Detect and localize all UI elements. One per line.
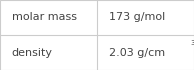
Text: 2.03 g/cm: 2.03 g/cm [109, 48, 165, 57]
Text: 173 g/mol: 173 g/mol [109, 13, 165, 22]
Text: density: density [12, 48, 53, 57]
Text: 3: 3 [190, 40, 194, 46]
Text: molar mass: molar mass [12, 13, 77, 22]
